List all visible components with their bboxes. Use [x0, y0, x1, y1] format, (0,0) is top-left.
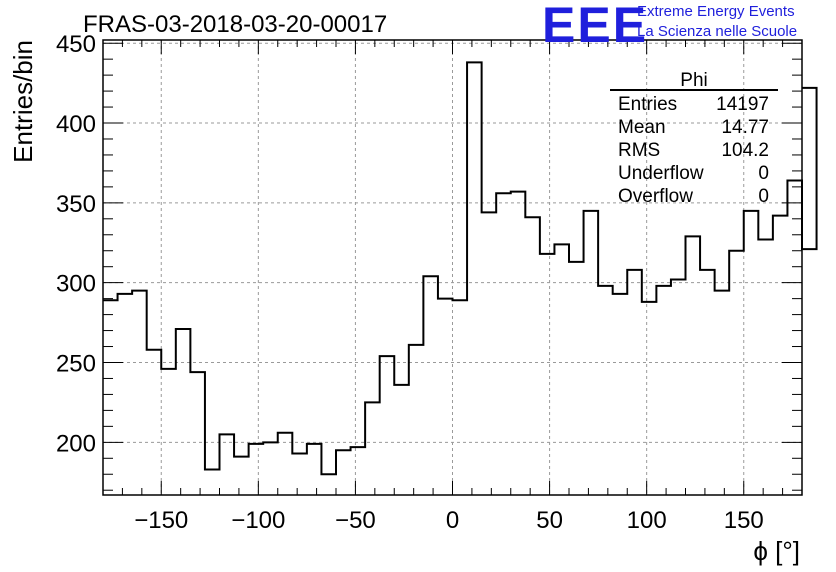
stats-label: Entries: [618, 94, 677, 115]
stats-label: Overflow: [618, 186, 693, 207]
histogram-bin: [525, 217, 540, 495]
x-tick-label: −150: [134, 507, 188, 534]
histogram-bin: [554, 244, 569, 495]
histogram-bin: [147, 350, 162, 495]
histogram-bin: [176, 329, 191, 495]
histogram-bin: [307, 444, 322, 495]
histogram-bin: [423, 276, 438, 495]
y-tick-label: 250: [56, 350, 96, 377]
histogram-bin: [103, 300, 118, 495]
histogram-bin: [132, 291, 147, 495]
histogram-bin: [802, 249, 817, 495]
histogram-bin: [744, 211, 759, 495]
histogram-bin: [598, 286, 613, 495]
histogram-bin: [161, 369, 176, 495]
x-tick-label: −100: [231, 507, 285, 534]
histogram-bin: [671, 279, 686, 495]
stats-value: 0: [758, 163, 769, 184]
histogram-bin: [758, 240, 773, 495]
histogram-bin: [729, 251, 744, 495]
histogram-bin: [700, 270, 715, 495]
histogram-bin: [584, 211, 599, 495]
histogram-bin: [365, 402, 380, 495]
logo-line-2: La Scienza nelle Scuole: [637, 23, 798, 40]
y-tick-label: 400: [56, 111, 96, 138]
histogram-bin: [642, 302, 657, 495]
histogram-bin: [540, 254, 555, 495]
histogram-bin: [686, 236, 701, 495]
histogram-bin: [569, 262, 584, 495]
histogram-bin: [787, 180, 802, 495]
histogram-bin: [292, 453, 307, 495]
histogram-bin: [511, 192, 526, 495]
histogram-bin: [351, 447, 366, 495]
histogram-bin: [482, 212, 497, 495]
histogram-bin: [715, 291, 730, 495]
chart-title: FRAS-03-2018-03-20-00017: [83, 11, 387, 38]
logo-line-1: Extreme Energy Events: [637, 3, 795, 20]
histogram-bin: [263, 442, 278, 495]
y-tick-label: 200: [56, 430, 96, 457]
y-tick-label: 300: [56, 271, 96, 298]
histogram-bin: [205, 469, 220, 495]
histogram-bin: [220, 434, 235, 495]
histogram-line: [103, 61, 818, 476]
x-axis-label: ϕ [°]: [753, 536, 800, 566]
histogram-bin: [453, 300, 468, 495]
histogram-bin: [394, 385, 409, 495]
histogram-bin: [190, 372, 205, 495]
histogram-bin: [627, 270, 642, 495]
histogram-bin: [380, 356, 395, 495]
histogram-bin: [467, 62, 482, 495]
stats-label: Underflow: [618, 163, 704, 184]
eee-logo: EEE: [542, 0, 649, 53]
stats-value: 0: [758, 186, 769, 207]
histogram-bin: [773, 216, 788, 495]
y-tick-label: 450: [56, 31, 96, 58]
stats-value: 14.77: [721, 117, 769, 138]
histogram-bin: [613, 294, 628, 495]
x-tick-label: 0: [446, 507, 459, 534]
histogram-bin: [496, 193, 511, 495]
histogram-bin: [321, 474, 336, 495]
histogram-bin: [234, 457, 249, 495]
histogram-bin: [118, 294, 133, 495]
histogram-bin: [336, 450, 351, 495]
x-tick-label: 100: [627, 507, 667, 534]
histogram-bin: [409, 345, 424, 495]
histogram-bin: [656, 286, 671, 495]
x-tick-label: −50: [335, 507, 376, 534]
x-tick-label: 150: [724, 507, 764, 534]
y-tick-label: 350: [56, 191, 96, 218]
stats-label: Mean: [618, 117, 666, 138]
stats-box-title: Phi: [680, 70, 707, 91]
histogram-bin: [438, 299, 453, 495]
stats-label: RMS: [618, 140, 660, 161]
stats-value: 104.2: [721, 140, 769, 161]
y-axis-label: Entries/bin: [8, 40, 38, 163]
histogram-bin: [249, 444, 264, 495]
histogram-bin: [278, 433, 293, 495]
x-tick-label: 50: [536, 507, 563, 534]
stats-value: 14197: [716, 94, 769, 115]
